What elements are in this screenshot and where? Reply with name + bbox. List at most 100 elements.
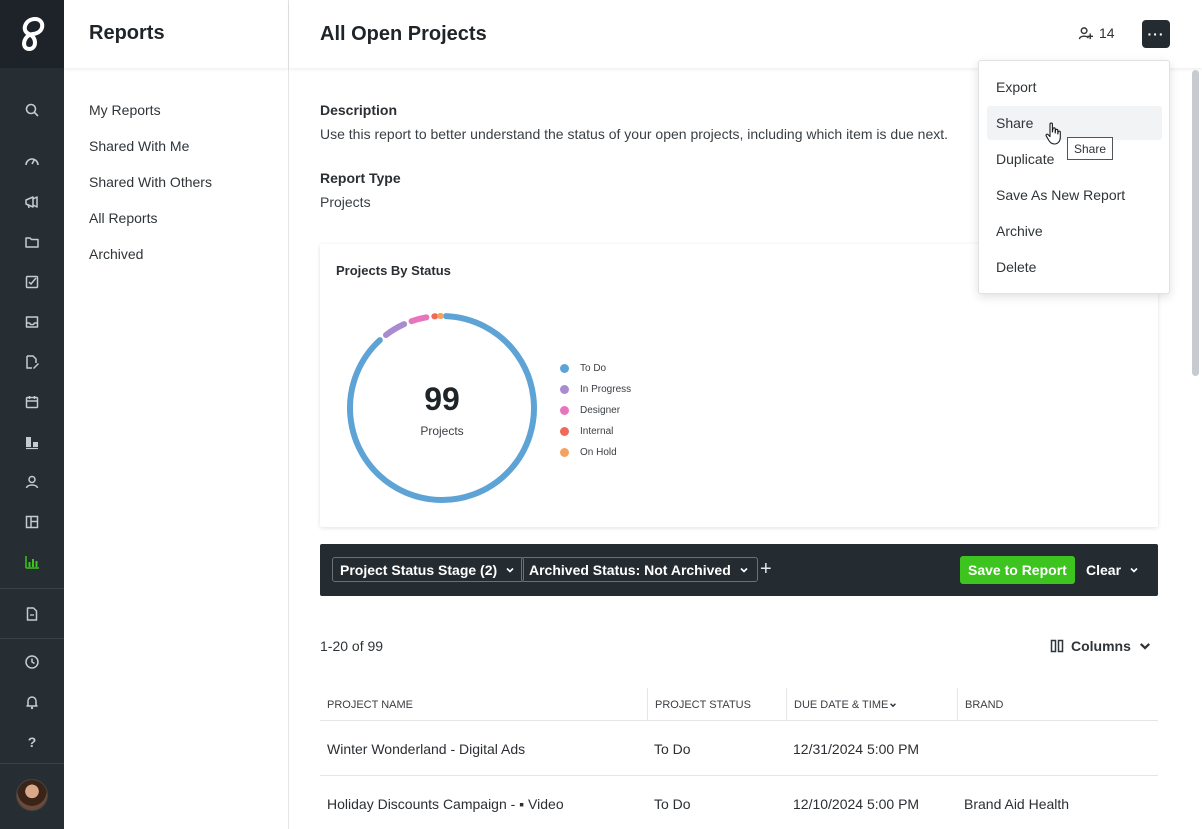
calendar-icon[interactable] xyxy=(20,390,44,414)
document-icon[interactable] xyxy=(20,602,44,626)
members-count: 14 xyxy=(1099,25,1115,41)
report-type-value: Projects xyxy=(320,194,371,210)
menu-item-share[interactable]: Share xyxy=(987,106,1162,140)
chart-title: Projects By Status xyxy=(336,263,451,278)
cell-brand xyxy=(957,721,964,776)
page-header: All Open Projects 14 ··· xyxy=(289,0,1202,68)
donut-chart xyxy=(347,313,537,503)
file-edit-icon[interactable] xyxy=(20,350,44,374)
donut-total: 99 xyxy=(424,381,460,417)
legend-swatch xyxy=(560,448,569,457)
columns-button[interactable]: Columns xyxy=(1050,638,1152,654)
filter-project-status-stage[interactable]: Project Status Stage (2) xyxy=(332,557,525,582)
legend-swatch xyxy=(560,385,569,394)
chevron-down-icon xyxy=(1139,643,1150,650)
column-header-brand[interactable]: BRAND xyxy=(957,688,1158,721)
legend-swatch xyxy=(560,406,569,415)
chart-legend: To Do In Progress Designer Internal On Hold xyxy=(560,358,631,463)
page-title: All Open Projects xyxy=(320,23,487,45)
boards-icon[interactable] xyxy=(20,430,44,454)
description-text: Use this report to better understand the… xyxy=(320,126,949,142)
columns-label: Columns xyxy=(1071,638,1131,654)
page-scrollbar[interactable] xyxy=(1192,70,1199,376)
clear-label: Clear xyxy=(1086,562,1122,578)
legend-label: Internal xyxy=(580,426,614,437)
rail-divider xyxy=(0,638,64,639)
filter-chip-label: Project Status Stage (2) xyxy=(340,561,498,578)
filter-chip-label: Archived Status: Not Archived xyxy=(529,561,731,578)
dashboard-gauge-icon[interactable] xyxy=(20,149,44,173)
cell-project-status: To Do xyxy=(654,740,691,757)
reports-chart-icon[interactable] xyxy=(20,550,44,574)
menu-item-duplicate[interactable]: Duplicate xyxy=(996,151,1055,167)
report-type-label: Report Type xyxy=(320,170,401,186)
sidebar-item-all-reports[interactable]: All Reports xyxy=(89,210,158,226)
folder-icon[interactable] xyxy=(20,230,44,254)
column-header-label: DUE DATE & TIME xyxy=(794,698,889,711)
legend-item-in-progress[interactable]: In Progress xyxy=(560,379,631,400)
cell-project-name[interactable]: Holiday Discounts Campaign - ▪ Video xyxy=(327,795,564,812)
donut-total-label: Projects xyxy=(420,424,464,438)
legend-label: To Do xyxy=(580,363,607,374)
sidebar-item-my-reports[interactable]: My Reports xyxy=(89,102,161,118)
chevron-down-icon xyxy=(740,567,748,573)
search-icon[interactable] xyxy=(20,98,44,122)
megaphone-icon[interactable] xyxy=(20,190,44,214)
legend-swatch xyxy=(560,427,569,436)
filter-bar: Project Status Stage (2) Archived Status… xyxy=(320,544,1158,596)
sidebar-item-archived[interactable]: Archived xyxy=(89,246,144,262)
cell-brand: Brand Aid Health xyxy=(964,795,1070,812)
menu-item-export[interactable]: Export xyxy=(996,79,1037,95)
legend-item-to-do[interactable]: To Do xyxy=(560,358,631,379)
more-options-button[interactable]: ··· xyxy=(1142,20,1170,48)
inbox-icon[interactable] xyxy=(20,310,44,334)
hand-cursor-icon xyxy=(1045,122,1061,145)
menu-item-archive[interactable]: Archive xyxy=(996,223,1043,239)
results-count: 1-20 of 99 xyxy=(320,638,384,654)
legend-item-internal[interactable]: Internal xyxy=(560,421,631,442)
filter-archived-status[interactable]: Archived Status: Not Archived xyxy=(521,557,758,582)
reports-sidebar: Reports My Reports Shared With Me Shared… xyxy=(64,0,289,829)
legend-item-designer[interactable]: Designer xyxy=(560,400,631,421)
sidebar-title: Reports xyxy=(89,22,165,44)
save-to-report-button[interactable]: Save to Report xyxy=(960,556,1075,584)
legend-label: On Hold xyxy=(580,447,617,458)
sidebar-header: Reports xyxy=(64,0,288,68)
layout-icon[interactable] xyxy=(20,510,44,534)
notification-icon[interactable] xyxy=(20,690,44,714)
chevron-down-icon xyxy=(1130,567,1138,573)
table-header: PROJECT NAME PROJECT STATUS DUE DATE & T… xyxy=(320,688,1158,721)
cell-project-name[interactable]: Winter Wonderland - Digital Ads xyxy=(327,740,526,757)
rail-divider xyxy=(0,763,64,764)
more-options-menu: Export Share Duplicate Save As New Repor… xyxy=(978,60,1170,294)
column-header-project-status[interactable]: PROJECT STATUS xyxy=(647,688,786,721)
sidebar-item-shared-with-others[interactable]: Shared With Others xyxy=(89,174,212,190)
column-header-due-date[interactable]: DUE DATE & TIME xyxy=(786,688,957,721)
donut-segment-in-progress[interactable] xyxy=(382,321,408,339)
app-nav-rail: ? xyxy=(0,0,64,829)
chevron-down-icon xyxy=(506,567,514,573)
user-icon[interactable] xyxy=(20,470,44,494)
table-row[interactable]: Holiday Discounts Campaign - ▪ Video To … xyxy=(320,776,1158,829)
donut-segment-to-do[interactable] xyxy=(347,313,537,503)
clock-icon[interactable] xyxy=(20,650,44,674)
legend-label: Designer xyxy=(580,405,621,416)
menu-item-save-as-new-report[interactable]: Save As New Report xyxy=(996,187,1126,203)
column-header-project-name[interactable]: PROJECT NAME xyxy=(327,698,413,711)
table-row[interactable]: Winter Wonderland - Digital Ads To Do 12… xyxy=(320,721,1158,776)
clear-filters-button[interactable]: Clear xyxy=(1086,556,1139,584)
menu-item-delete[interactable]: Delete xyxy=(996,259,1037,275)
cell-project-status: To Do xyxy=(654,795,691,812)
share-tooltip: Share xyxy=(1067,137,1114,160)
help-icon[interactable]: ? xyxy=(27,734,37,750)
cell-due-date: 12/31/2024 5:00 PM xyxy=(793,740,920,757)
avatar[interactable] xyxy=(16,779,48,811)
add-filter-button[interactable]: + xyxy=(760,558,772,580)
members-button[interactable]: 14 xyxy=(1078,25,1115,41)
sidebar-item-shared-with-me[interactable]: Shared With Me xyxy=(89,138,190,154)
task-check-icon[interactable] xyxy=(20,270,44,294)
legend-item-on-hold[interactable]: On Hold xyxy=(560,442,631,463)
chart-card: Projects By Status 99 Projects To Do In P… xyxy=(320,244,1158,527)
logo-icon[interactable] xyxy=(0,0,64,68)
donut-segment-designer[interactable] xyxy=(408,314,430,325)
